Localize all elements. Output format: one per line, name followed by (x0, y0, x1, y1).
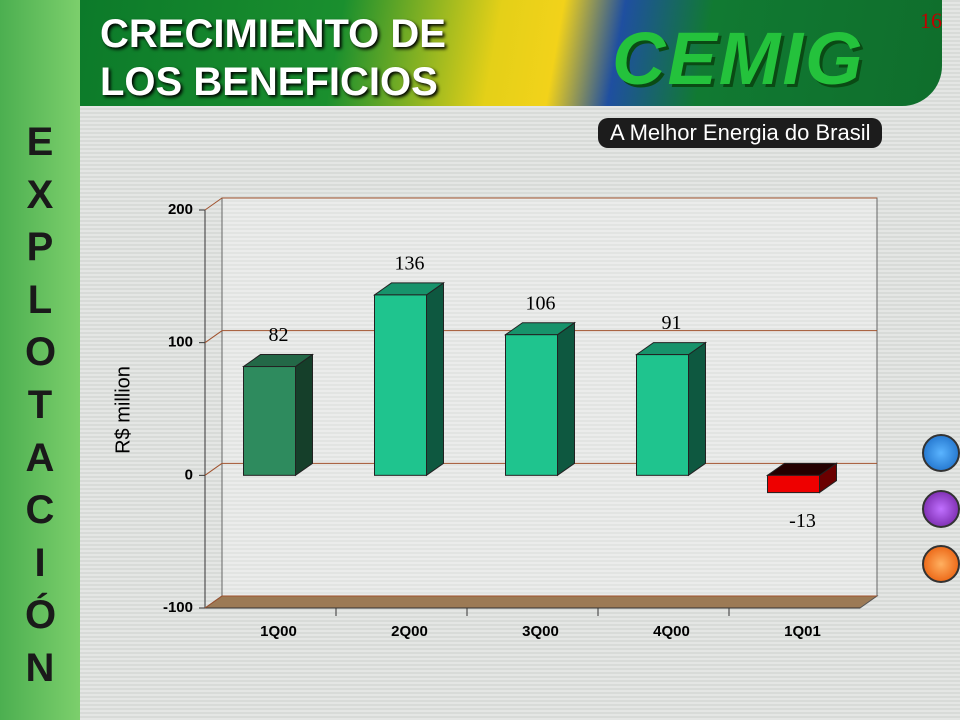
tagline: A Melhor Energia do Brasil (598, 118, 883, 148)
grid-line (204, 197, 223, 211)
value-label: -13 (789, 510, 816, 532)
bar-side (426, 281, 444, 477)
bar (636, 354, 689, 476)
y-tick-label: -100 (163, 599, 193, 616)
section-label: EXPLOTACIÓN (25, 120, 57, 690)
value-label: 136 (395, 253, 425, 275)
x-tick-label: 1Q00 (260, 623, 297, 640)
value-label: 91 (662, 312, 682, 334)
grid-line (204, 595, 223, 609)
logo: CEMIG (612, 17, 865, 100)
page-number: 16 (920, 8, 942, 33)
info-button[interactable] (922, 545, 960, 583)
banner (80, 0, 942, 106)
y-tick-label: 100 (168, 334, 193, 351)
back-button[interactable] (922, 490, 960, 528)
x-tick-label: 2Q00 (391, 623, 428, 640)
floor (203, 595, 879, 609)
y-tick-label: 200 (168, 201, 193, 218)
bar (374, 294, 427, 476)
y-axis-label: R$ million (112, 366, 134, 454)
chart-title: CRECIMIENTO DE LOS BENEFICIOS (100, 12, 446, 104)
bar-side (295, 353, 313, 477)
x-tick-label: 1Q01 (784, 623, 821, 640)
bar-side (557, 321, 575, 477)
x-tick-label: 3Q00 (522, 623, 559, 640)
x-tick-label: 4Q00 (653, 623, 690, 640)
y-tick-label: 0 (185, 466, 193, 483)
bar (243, 366, 296, 476)
side-bar (0, 0, 80, 720)
grid-line (204, 330, 223, 344)
next-button[interactable] (922, 434, 960, 472)
value-label: 82 (269, 324, 289, 346)
bar-side (688, 341, 706, 477)
grid-line (204, 462, 223, 476)
value-label: 106 (526, 292, 556, 314)
bar (767, 474, 820, 494)
bar (505, 334, 558, 476)
